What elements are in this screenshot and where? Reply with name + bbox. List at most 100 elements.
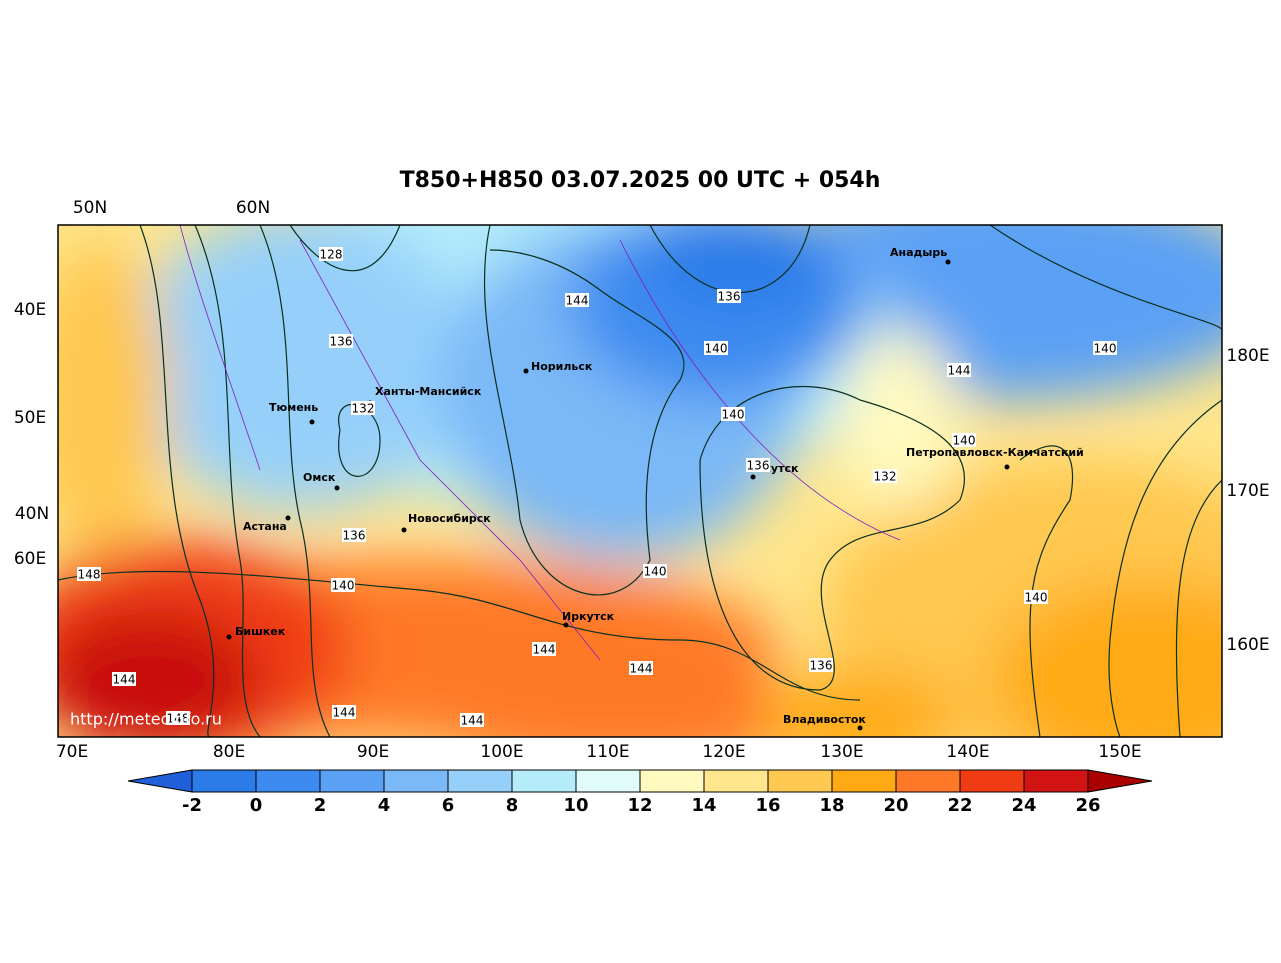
colorbar-label: 0 (250, 795, 263, 816)
lat-label: 60N (236, 198, 270, 218)
lon-label: 150E (1098, 742, 1141, 762)
city-label: Тюмень (269, 401, 318, 414)
contour-label-bg (329, 334, 353, 348)
lon-label: 80E (213, 742, 245, 762)
colorbar-label: 22 (947, 795, 972, 816)
colorbar-swatch (767, 769, 833, 793)
colorbar-label: 26 (1075, 795, 1100, 816)
city-dot (334, 485, 340, 491)
city-dot (523, 368, 529, 374)
colorbar-label: 16 (755, 795, 780, 816)
city-label: Анадырь (890, 246, 947, 259)
colorbar-swatch (383, 769, 449, 793)
contour-label: 148 (78, 568, 101, 582)
colorbar-swatch (703, 769, 769, 793)
colorbar-label: -2 (182, 795, 202, 816)
colorbar-label: 14 (691, 795, 716, 816)
colorbar-label: 8 (506, 795, 519, 816)
contour-label-bg (319, 247, 343, 261)
colorbar-swatch (447, 769, 513, 793)
colorbar-swatch (639, 769, 705, 793)
colorbar-label: 6 (442, 795, 455, 816)
borders (179, 225, 901, 661)
contour-label: 136 (747, 459, 770, 473)
lat-label: 50N (73, 198, 107, 218)
colorbar-label: 10 (563, 795, 588, 816)
lon-label: 100E (480, 742, 523, 762)
contour-label: 144 (113, 673, 136, 687)
contour-label-bg (332, 705, 356, 719)
contour-label-bg (112, 672, 136, 686)
contour-label: 140 (1094, 342, 1117, 356)
source-url: http://meteoinfo.ru (70, 710, 222, 729)
city-label: Петропавловск-Камчатский (906, 446, 1084, 459)
colorbar-label: 18 (819, 795, 844, 816)
contour-label-bg (717, 289, 741, 303)
contour-label: 136 (718, 290, 741, 304)
lon-label: 160E (1226, 635, 1269, 655)
lon-label: 40N (15, 504, 49, 524)
colorbar-swatch (511, 769, 577, 793)
contour-label: 140 (1025, 591, 1048, 605)
contours (58, 225, 1222, 737)
city-label: Астана (243, 520, 287, 533)
colorbar-label: 2 (314, 795, 327, 816)
contour-label: 140 (953, 434, 976, 448)
contour-label: 148 (167, 712, 190, 726)
contour-label: 140 (332, 579, 355, 593)
colorbar-swatch (895, 769, 961, 793)
city-label: Владивосток (783, 713, 866, 726)
city-dot (563, 622, 569, 628)
contour-label: 132 (352, 402, 375, 416)
contour-label-bg (1093, 341, 1117, 355)
contour-label-bg (629, 661, 653, 675)
colorbar-swatch (255, 769, 321, 793)
colorbar-swatch (575, 769, 641, 793)
contour-label-bg (77, 567, 101, 581)
contour-label-bg (947, 363, 971, 377)
contour-label-bg (952, 433, 976, 447)
contour-label-bg (351, 401, 375, 415)
lon-label: 60E (14, 549, 46, 569)
contour-label-bg (565, 293, 589, 307)
lon-label: 130E (820, 742, 863, 762)
city-label: Омск (303, 471, 336, 484)
colorbar-label: 4 (378, 795, 391, 816)
lon-label: 90E (357, 742, 389, 762)
city-dot (1004, 464, 1010, 470)
lon-label: 170E (1226, 481, 1269, 501)
colorbar-swatch (1023, 769, 1089, 793)
city-dot (401, 527, 407, 533)
colorbar-arrow-low (127, 769, 193, 793)
contour-label-bg (1024, 590, 1048, 604)
colorbar-swatch (191, 769, 257, 793)
contour-label: 136 (330, 335, 353, 349)
contour-label: 144 (630, 662, 653, 676)
lon-label: 70E (56, 742, 88, 762)
contour-label-bg (166, 711, 190, 725)
map-frame (57, 224, 1223, 738)
contour-label: 144 (566, 294, 589, 308)
contour-label-bg (704, 341, 728, 355)
temperature-field (58, 225, 1222, 737)
lon-label: 140E (946, 742, 989, 762)
colorbar-arrow-high (1087, 769, 1153, 793)
contour-label: 132 (874, 470, 897, 484)
contour-label-bg (643, 564, 667, 578)
lon-label: 50E (14, 408, 46, 428)
colorbar-label: 24 (1011, 795, 1036, 816)
city-dot (750, 474, 756, 480)
city-dot (945, 259, 951, 265)
city-label: Иркутск (562, 610, 615, 623)
contour-label: 144 (948, 364, 971, 378)
contour-label-bg (331, 578, 355, 592)
title: T850+H850 03.07.2025 00 UTC + 054h (400, 168, 881, 193)
contour-label: 144 (533, 643, 556, 657)
colorbar-label: 12 (627, 795, 652, 816)
contour-label: 136 (343, 529, 366, 543)
city-label: Бишкек (235, 625, 286, 638)
colorbar-swatch (319, 769, 385, 793)
city-label: Новосибирск (408, 512, 491, 525)
city-dot (309, 419, 315, 425)
contour-label-bg (532, 642, 556, 656)
